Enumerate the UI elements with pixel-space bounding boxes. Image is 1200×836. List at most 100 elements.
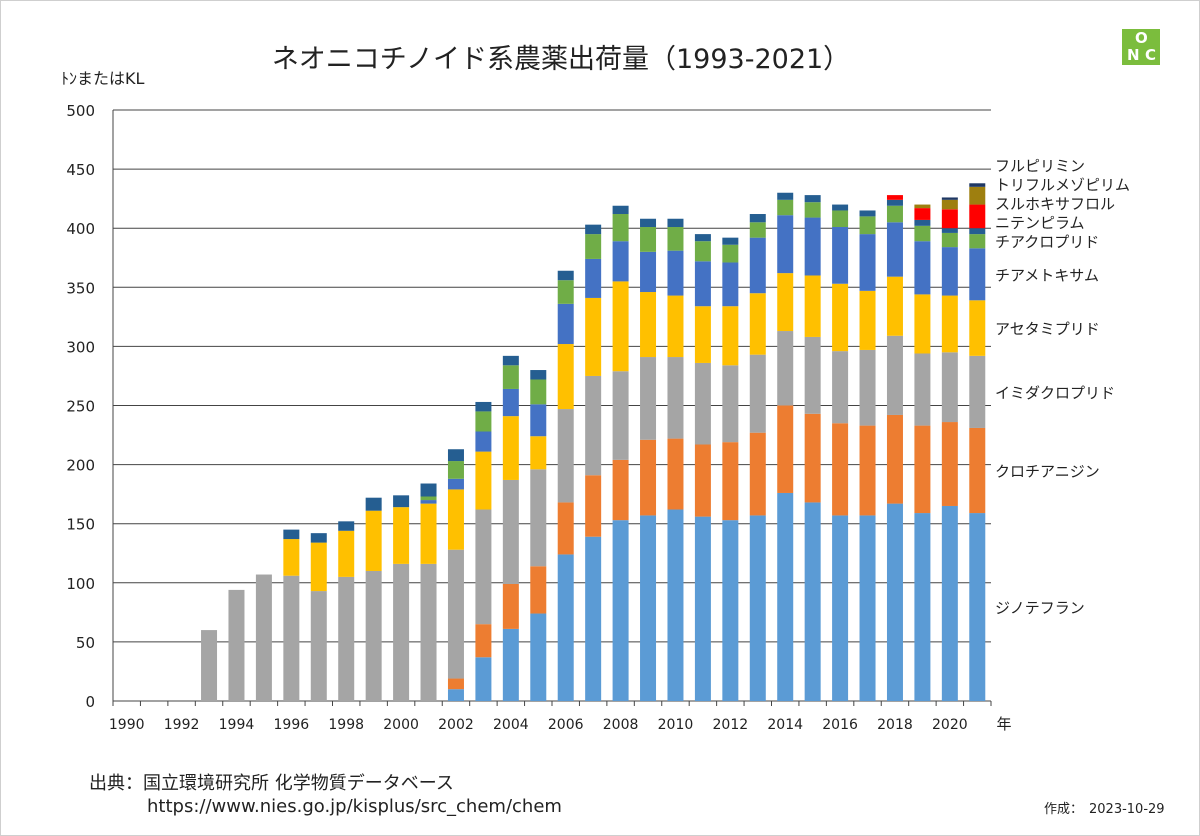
y-tick-label: 300	[66, 338, 95, 356]
bar-segment	[502, 388, 519, 417]
bar-segment	[832, 204, 849, 211]
x-tick-label: 1990	[109, 717, 145, 733]
series-label: フルピリミン	[995, 157, 1085, 175]
bar-segment	[886, 199, 903, 206]
bar-segment	[447, 478, 464, 490]
bar-segment	[338, 521, 355, 531]
bar-segment	[914, 225, 931, 242]
bar-segment	[338, 576, 355, 701]
bar-segment	[420, 496, 437, 501]
bar-segment	[228, 589, 245, 701]
series-label: チアメトキサム	[995, 266, 1099, 284]
x-tick-label: 2002	[438, 717, 474, 733]
created-date-value: 2023-10-29	[1089, 802, 1165, 817]
bar-segment	[832, 351, 849, 424]
bar-segment	[804, 217, 821, 276]
bar-segment	[502, 583, 519, 629]
bar-segment	[749, 293, 766, 355]
bar-segment	[914, 513, 931, 701]
bar-segment	[557, 270, 574, 281]
bar-segment	[914, 241, 931, 295]
series-label: ジノテフラン	[995, 599, 1085, 617]
bar-segment	[310, 542, 327, 592]
bar-segment	[502, 355, 519, 366]
bar-segment	[475, 657, 492, 701]
bar-segment	[365, 497, 382, 511]
bar-segment	[749, 214, 766, 223]
bar-segment	[749, 237, 766, 294]
series-label: チアクロプリド	[995, 233, 1099, 251]
bar-segment	[667, 509, 684, 701]
bar-segment	[585, 224, 602, 235]
bar-segment	[447, 461, 464, 479]
bar-segment	[722, 262, 739, 307]
series-label: アセタミプリド	[995, 320, 1100, 338]
x-tick-label: 2006	[548, 717, 584, 733]
bar-segment	[585, 475, 602, 537]
y-axis-unit-label: ﾄﾝまたはKL	[61, 69, 145, 88]
bar-segment	[777, 273, 794, 332]
bar-segment	[722, 237, 739, 245]
bar-segment	[722, 244, 739, 263]
x-tick-label: 2014	[767, 717, 803, 733]
bar-segment	[310, 533, 327, 543]
bar-segment	[283, 575, 300, 701]
y-tick-label: 200	[66, 457, 95, 475]
bar-segment	[941, 199, 958, 210]
bar-segment	[969, 234, 986, 249]
bar-segment	[777, 192, 794, 200]
bar-segment	[475, 509, 492, 625]
bar-segment	[640, 515, 657, 701]
bar-segment	[530, 379, 547, 405]
bar-segment	[859, 290, 876, 350]
bar-segment	[859, 210, 876, 217]
bar-segment	[393, 563, 410, 701]
bar-segment	[914, 204, 931, 209]
bar-segment	[804, 502, 821, 701]
bar-segment	[914, 208, 931, 220]
bar-segment	[640, 357, 657, 440]
logo-letter-o: O	[1135, 29, 1148, 47]
bar-segment	[749, 432, 766, 516]
bar-segment	[475, 411, 492, 432]
bar-segment	[832, 283, 849, 352]
bar-segment	[640, 218, 657, 228]
bar-segment	[667, 250, 684, 296]
bar-segment	[475, 624, 492, 658]
bar-segment	[420, 500, 437, 504]
bar-segment	[886, 205, 903, 223]
bar-segment	[941, 197, 958, 200]
bar-segment	[886, 414, 903, 504]
series-label: トリフルメゾピリム	[995, 176, 1130, 194]
bar-segment	[777, 199, 794, 216]
bar-segment	[694, 516, 711, 701]
bar-segment	[557, 280, 574, 304]
bar-segment	[530, 436, 547, 470]
bar-segment	[749, 354, 766, 433]
y-tick-label: 450	[66, 161, 95, 179]
bar-segment	[694, 261, 711, 307]
logo-letter-c: C	[1145, 46, 1157, 64]
bar-segment	[859, 425, 876, 516]
created-date: 作成： 2023-10-29	[1044, 798, 1165, 817]
bar-segment	[859, 349, 876, 426]
bar-segment	[585, 234, 602, 259]
series-label: ニテンピラム	[995, 214, 1085, 232]
bar-segment	[886, 195, 903, 200]
bar-segment	[804, 195, 821, 203]
x-tick-label: 2020	[932, 717, 968, 733]
series-label: スルホキサフロル	[995, 195, 1115, 213]
bar-segment	[447, 678, 464, 690]
bar-segment	[585, 258, 602, 298]
bar-segment	[886, 276, 903, 336]
y-tick-label: 250	[66, 398, 95, 416]
series-label: イミダクロプリド	[995, 384, 1115, 402]
bar-segment	[365, 510, 382, 571]
x-tick-label: 1992	[164, 717, 200, 733]
bar-segment	[667, 438, 684, 510]
x-tick-label: 2010	[658, 717, 694, 733]
bar-segment	[283, 529, 300, 540]
x-tick-label: 2016	[822, 717, 858, 733]
bar-segment	[914, 219, 931, 226]
